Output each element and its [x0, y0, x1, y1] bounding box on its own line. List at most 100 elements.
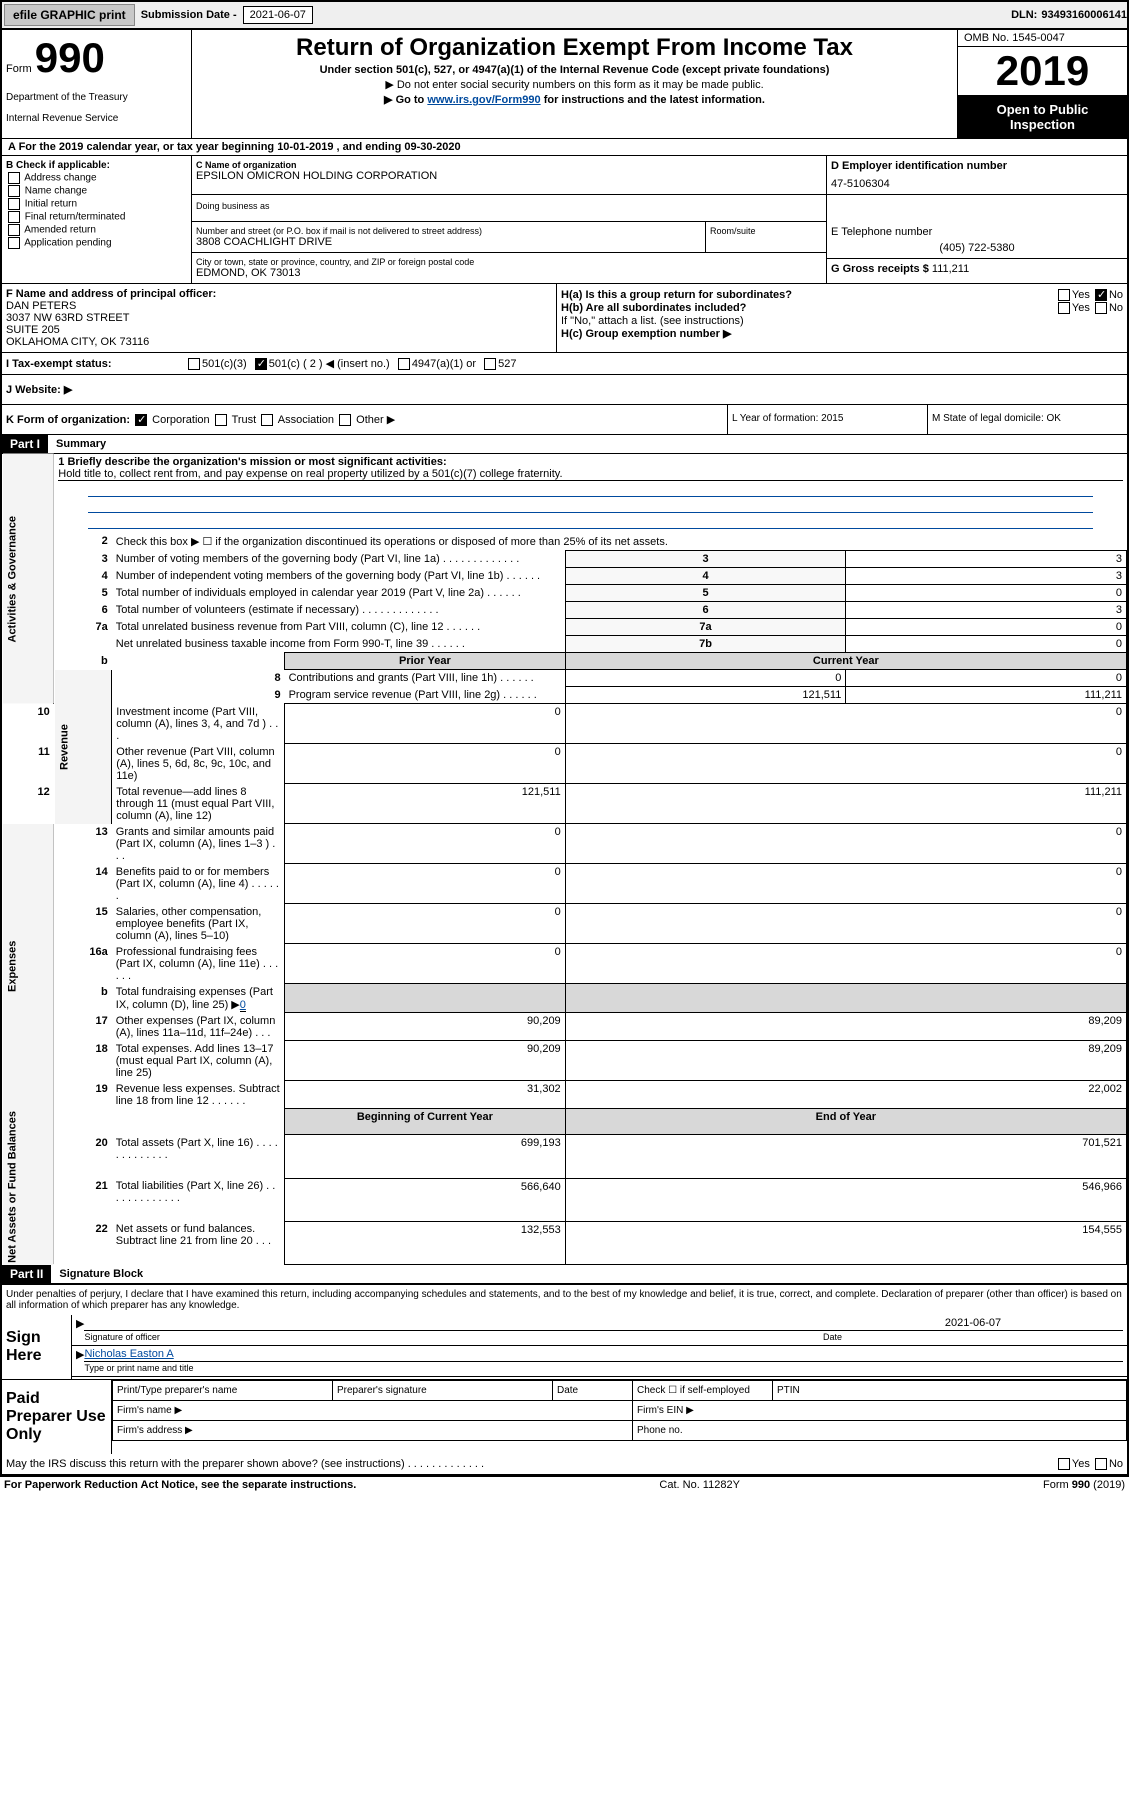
city-value: EDMOND, OK 73013	[196, 267, 822, 279]
side-expenses: Expenses	[2, 824, 54, 1109]
line22-curr: 154,555	[565, 1221, 1126, 1264]
line9-curr: 111,211	[846, 687, 1127, 704]
check-501c3[interactable]	[188, 358, 200, 370]
footer-cat: Cat. No. 11282Y	[659, 1479, 740, 1491]
street-value: 3808 COACHLIGHT DRIVE	[196, 236, 701, 248]
line3-val: 3	[846, 551, 1127, 568]
prior-year-head: Prior Year	[285, 653, 566, 670]
check-trust[interactable]	[215, 414, 227, 426]
line15-prior: 0	[285, 904, 566, 944]
efile-button[interactable]: efile GRAPHIC print	[4, 4, 135, 26]
declaration: Under penalties of perjury, I declare th…	[2, 1285, 1127, 1315]
line14-curr: 0	[565, 864, 1126, 904]
part1-header: Part I	[2, 435, 48, 453]
side-revenue: Revenue	[54, 670, 112, 824]
side-governance: Activities & Governance	[2, 454, 54, 704]
self-employed: Check ☐ if self-employed	[633, 1380, 773, 1400]
ha-yes[interactable]	[1058, 289, 1070, 301]
sig-date: 2021-06-07	[823, 1317, 1123, 1331]
officer-addr3: OKLAHOMA CITY, OK 73116	[6, 336, 552, 348]
line8-prior: 0	[565, 670, 846, 687]
check-corp[interactable]	[135, 414, 147, 426]
discuss-no[interactable]	[1095, 1458, 1107, 1470]
ein-box: D Employer identification number 47-5106…	[827, 156, 1127, 194]
hb-no[interactable]	[1095, 302, 1107, 314]
check-address[interactable]	[8, 172, 20, 184]
tax-exempt-row: I Tax-exempt status: 501(c)(3) 501(c) ( …	[2, 353, 1127, 375]
line22-prior: 132,553	[285, 1221, 566, 1264]
org-name-box: C Name of organization EPSILON OMICRON H…	[192, 156, 827, 194]
line21-prior: 566,640	[285, 1178, 566, 1221]
check-assoc[interactable]	[261, 414, 273, 426]
phone-value: (405) 722-5380	[831, 242, 1123, 254]
h-attach: If "No," attach a list. (see instruction…	[561, 315, 1123, 327]
mission-prompt: 1 Briefly describe the organization's mi…	[58, 456, 1122, 468]
subtitle-1: Under section 501(c), 527, or 4947(a)(1)…	[196, 64, 953, 76]
hc-label: H(c) Group exemption number ▶	[561, 327, 1123, 340]
check-initial[interactable]	[8, 198, 20, 210]
check-other[interactable]	[339, 414, 351, 426]
check-amended[interactable]	[8, 224, 20, 236]
form-number-box: Form 990 Department of the Treasury Inte…	[2, 30, 192, 138]
check-4947[interactable]	[398, 358, 410, 370]
preparer-name: Print/Type preparer's name	[113, 1380, 333, 1400]
preparer-sig: Preparer's signature	[333, 1380, 553, 1400]
dept-irs: Internal Revenue Service	[6, 113, 187, 124]
receipts-box: G Gross receipts $ 111,211	[827, 259, 1127, 279]
preparer-date: Date	[553, 1380, 633, 1400]
form-number: 990	[35, 34, 105, 81]
check-527[interactable]	[484, 358, 496, 370]
current-year-head: Current Year	[565, 653, 1126, 670]
line11-prior: 0	[285, 744, 566, 784]
dba-label: Doing business as	[196, 201, 822, 211]
top-bar: efile GRAPHIC print Submission Date - 20…	[2, 2, 1127, 30]
hb-yes[interactable]	[1058, 302, 1070, 314]
m-box: M State of legal domicile: OK	[927, 405, 1127, 434]
officer-name: DAN PETERS	[6, 300, 552, 312]
ha-no[interactable]	[1095, 289, 1107, 301]
line7a-val: 0	[846, 619, 1127, 636]
main-title: Return of Organization Exempt From Incom…	[196, 34, 953, 62]
line19-prior: 31,302	[285, 1081, 566, 1109]
line13-curr: 0	[565, 824, 1126, 864]
line10-prior: 0	[285, 704, 566, 744]
ptin: PTIN	[773, 1380, 1127, 1400]
phone-box: E Telephone number (405) 722-5380	[827, 222, 1127, 259]
line20-prior: 699,193	[285, 1135, 566, 1178]
website-row: J Website: ▶	[2, 375, 1127, 405]
subtitle-3: ▶ Go to www.irs.gov/Form990 for instruct…	[196, 93, 953, 106]
line10-curr: 0	[565, 704, 1126, 744]
line13-prior: 0	[285, 824, 566, 864]
street-box: Number and street (or P.O. box if mail i…	[192, 222, 706, 252]
open-public: Open to PublicInspection	[958, 96, 1127, 138]
check-final[interactable]	[8, 211, 20, 223]
line17-prior: 90,209	[285, 1013, 566, 1041]
line17-curr: 89,209	[565, 1013, 1126, 1041]
subdate-value: 2021-06-07	[243, 6, 313, 24]
discuss-row: May the IRS discuss this return with the…	[2, 1454, 1127, 1474]
officer-addr2: SUITE 205	[6, 324, 552, 336]
line8-curr: 0	[846, 670, 1127, 687]
firm-name: Firm's name ▶	[113, 1400, 633, 1420]
discuss-yes[interactable]	[1058, 1458, 1070, 1470]
line20-curr: 701,521	[565, 1135, 1126, 1178]
l-box: L Year of formation: 2015	[727, 405, 927, 434]
suite-box: Room/suite	[706, 222, 826, 252]
side-netassets: Net Assets or Fund Balances	[2, 1109, 54, 1265]
footer-pra: For Paperwork Reduction Act Notice, see …	[4, 1479, 356, 1491]
mission-text: Hold title to, collect rent from, and pa…	[58, 468, 1122, 481]
dln-label: DLN:	[1007, 9, 1041, 21]
line21-curr: 546,966	[565, 1178, 1126, 1221]
check-501c[interactable]	[255, 358, 267, 370]
line-2: Check this box ▶ ☐ if the organization d…	[112, 533, 1127, 551]
check-name[interactable]	[8, 185, 20, 197]
line9-prior: 121,511	[565, 687, 846, 704]
line16a-prior: 0	[285, 944, 566, 984]
form990-link[interactable]: www.irs.gov/Form990	[427, 94, 540, 106]
title-box: Return of Organization Exempt From Incom…	[192, 30, 957, 138]
line15-curr: 0	[565, 904, 1126, 944]
firm-addr: Firm's address ▶	[113, 1420, 633, 1440]
check-pending[interactable]	[8, 237, 20, 249]
officer-box: F Name and address of principal officer:…	[2, 284, 557, 352]
part2-header: Part II	[2, 1265, 51, 1283]
